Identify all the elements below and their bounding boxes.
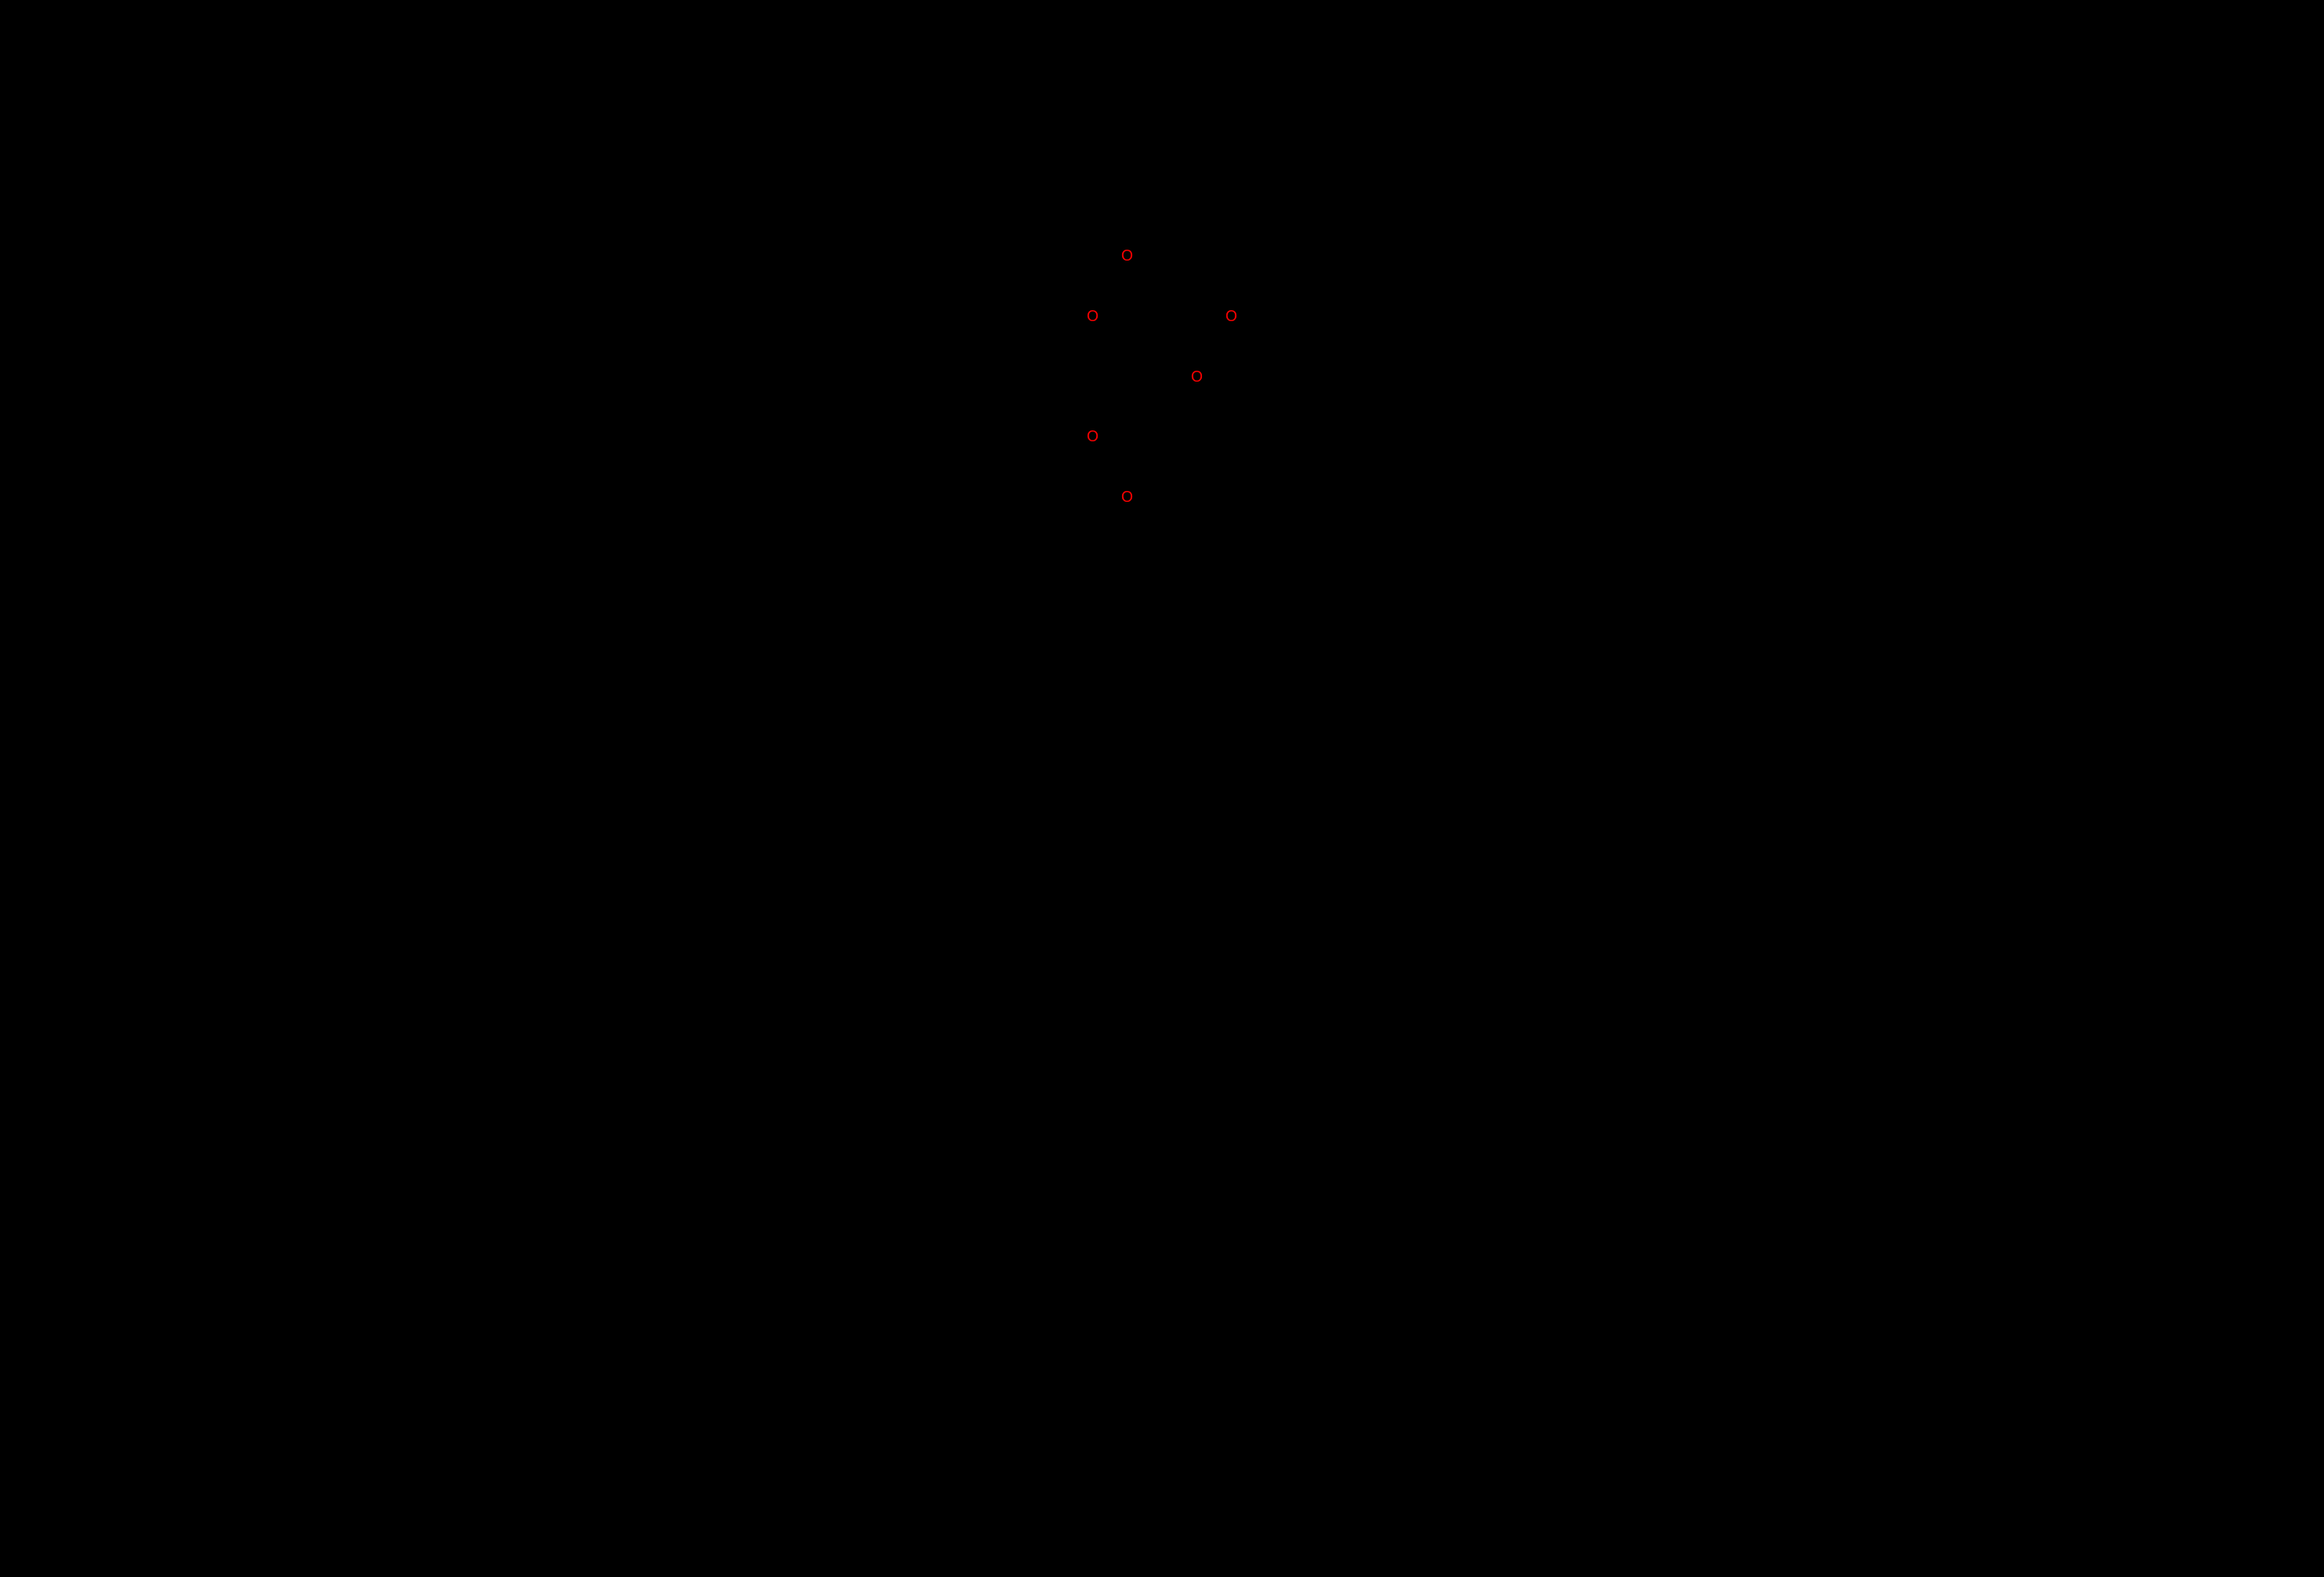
scatter-point: O — [1087, 429, 1099, 444]
scatter-point: O — [1121, 248, 1133, 263]
scatter-point: O — [1121, 489, 1133, 504]
scatter-point: O — [1191, 369, 1203, 384]
diagram-canvas: O O O O O O — [607, 0, 1717, 753]
scatter-point: O — [1087, 309, 1099, 324]
scatter-point: O — [1225, 309, 1237, 324]
